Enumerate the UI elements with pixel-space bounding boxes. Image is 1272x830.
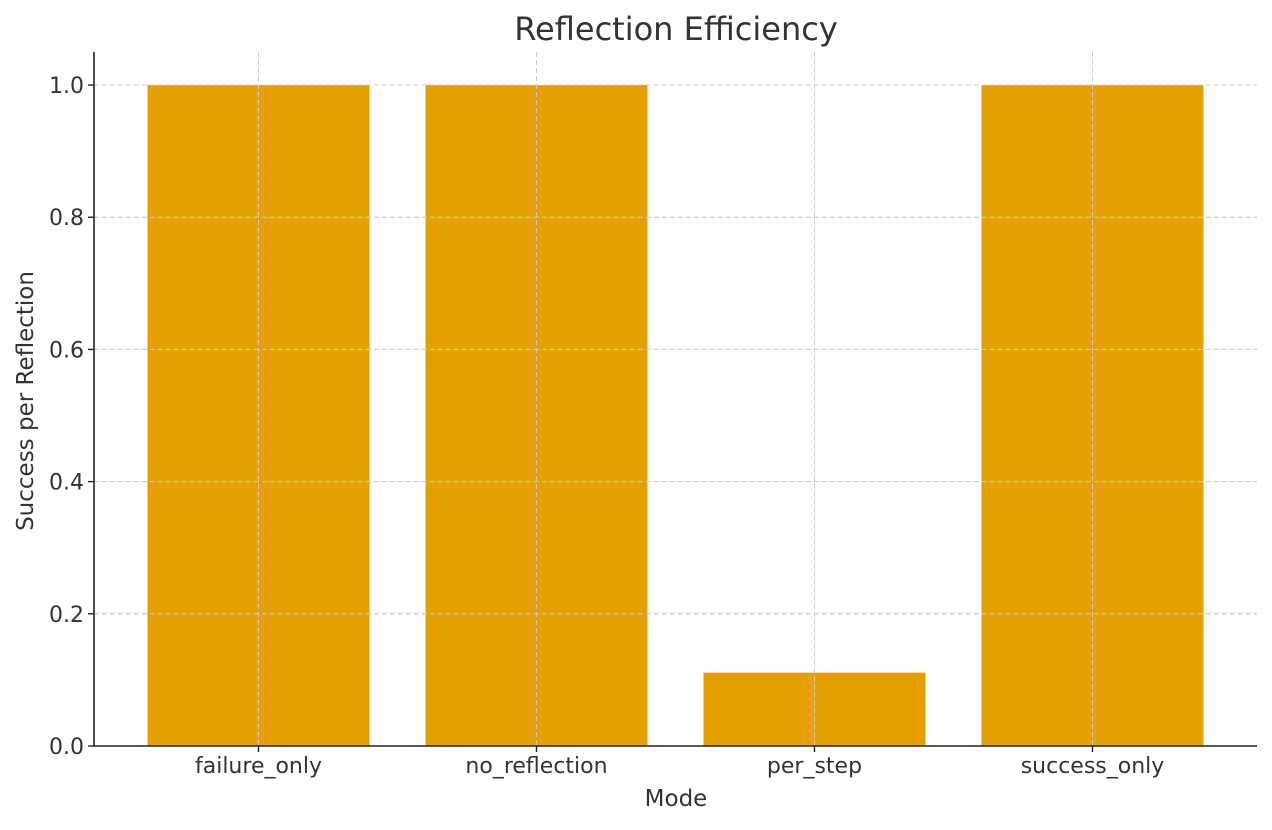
x-tick-label: success_only: [1021, 754, 1165, 779]
x-tick-label: per_step: [767, 754, 862, 779]
y-axis-label: Success per Reflection: [13, 271, 39, 531]
y-tick-label: 1.0: [49, 74, 84, 99]
axes: [93, 52, 1257, 747]
x-axis-label: Mode: [645, 786, 708, 812]
x-tick-label: no_reflection: [465, 754, 607, 779]
grid-overlay: [94, 52, 1257, 746]
x-tick-label: failure_only: [195, 754, 322, 779]
ticks: 0.0 0.2 0.4 0.6 0.8 1.0 failure_only no_reflect…: [49, 74, 1164, 779]
y-tick-label: 0.8: [49, 206, 84, 231]
y-tick-label: 0.4: [49, 471, 84, 496]
y-tick-label: 0.0: [49, 735, 84, 760]
bars: [147, 85, 1204, 747]
chart-title: Reflection Efficiency: [514, 10, 838, 48]
y-tick-label: 0.2: [49, 603, 84, 628]
y-tick-label: 0.6: [49, 338, 84, 363]
